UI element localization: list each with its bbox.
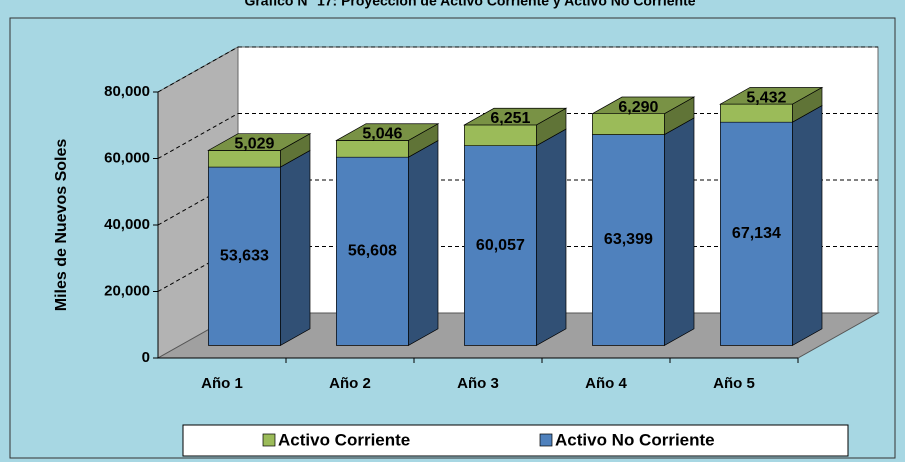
bar-side	[280, 149, 311, 346]
bar-front	[720, 103, 793, 123]
legend-label: Activo Corriente	[278, 430, 410, 449]
bar-top	[591, 96, 696, 115]
data-label: 5,432	[746, 89, 786, 106]
data-label: 5,046	[362, 126, 402, 143]
bar-side	[664, 117, 695, 346]
data-label: 60,057	[476, 237, 525, 254]
y-tick-label: 40,000	[104, 216, 150, 233]
bar-front	[592, 113, 665, 135]
data-label: 5,029	[234, 136, 274, 153]
grid-line	[157, 246, 239, 292]
y-tick-label: 60,000	[104, 149, 150, 166]
bar-top	[719, 87, 824, 105]
legend	[182, 424, 849, 457]
x-tick-label: Año 5	[713, 375, 755, 392]
bar-side	[536, 128, 567, 346]
chart-title: Gráfico N° 17: Proyección de Activo Corr…	[244, 0, 695, 9]
data-label: 67,134	[732, 225, 781, 242]
data-label: 63,399	[604, 231, 653, 248]
x-tick-label: Año 4	[585, 375, 627, 392]
data-label: 56,608	[348, 243, 397, 260]
bar-front	[464, 124, 537, 147]
legend-swatch	[539, 433, 553, 447]
bar-side	[792, 104, 823, 346]
legend-swatch	[262, 433, 276, 447]
bar-top	[335, 123, 440, 141]
y-axis-title: Miles de Nuevos Soles	[53, 139, 70, 312]
data-label: 53,633	[220, 247, 269, 264]
bar-front	[336, 140, 409, 158]
x-tick-label: Año 3	[457, 375, 499, 392]
data-label: 6,290	[618, 99, 658, 116]
y-tick-label: 20,000	[104, 282, 150, 299]
grid-line	[157, 113, 239, 159]
x-tick-label: Año 2	[329, 375, 371, 392]
x-tick-label: Año 1	[201, 375, 243, 392]
y-tick-label: 0	[142, 349, 150, 366]
data-label: 6,251	[490, 110, 530, 127]
bar-side	[408, 139, 439, 346]
bar-top	[207, 133, 312, 151]
grid-line	[157, 46, 239, 93]
bar-front	[208, 149, 281, 168]
legend-label: Activo No Corriente	[555, 430, 715, 449]
y-tick-label: 80,000	[104, 83, 150, 100]
grid-line	[157, 179, 239, 226]
bar-top	[463, 107, 568, 126]
